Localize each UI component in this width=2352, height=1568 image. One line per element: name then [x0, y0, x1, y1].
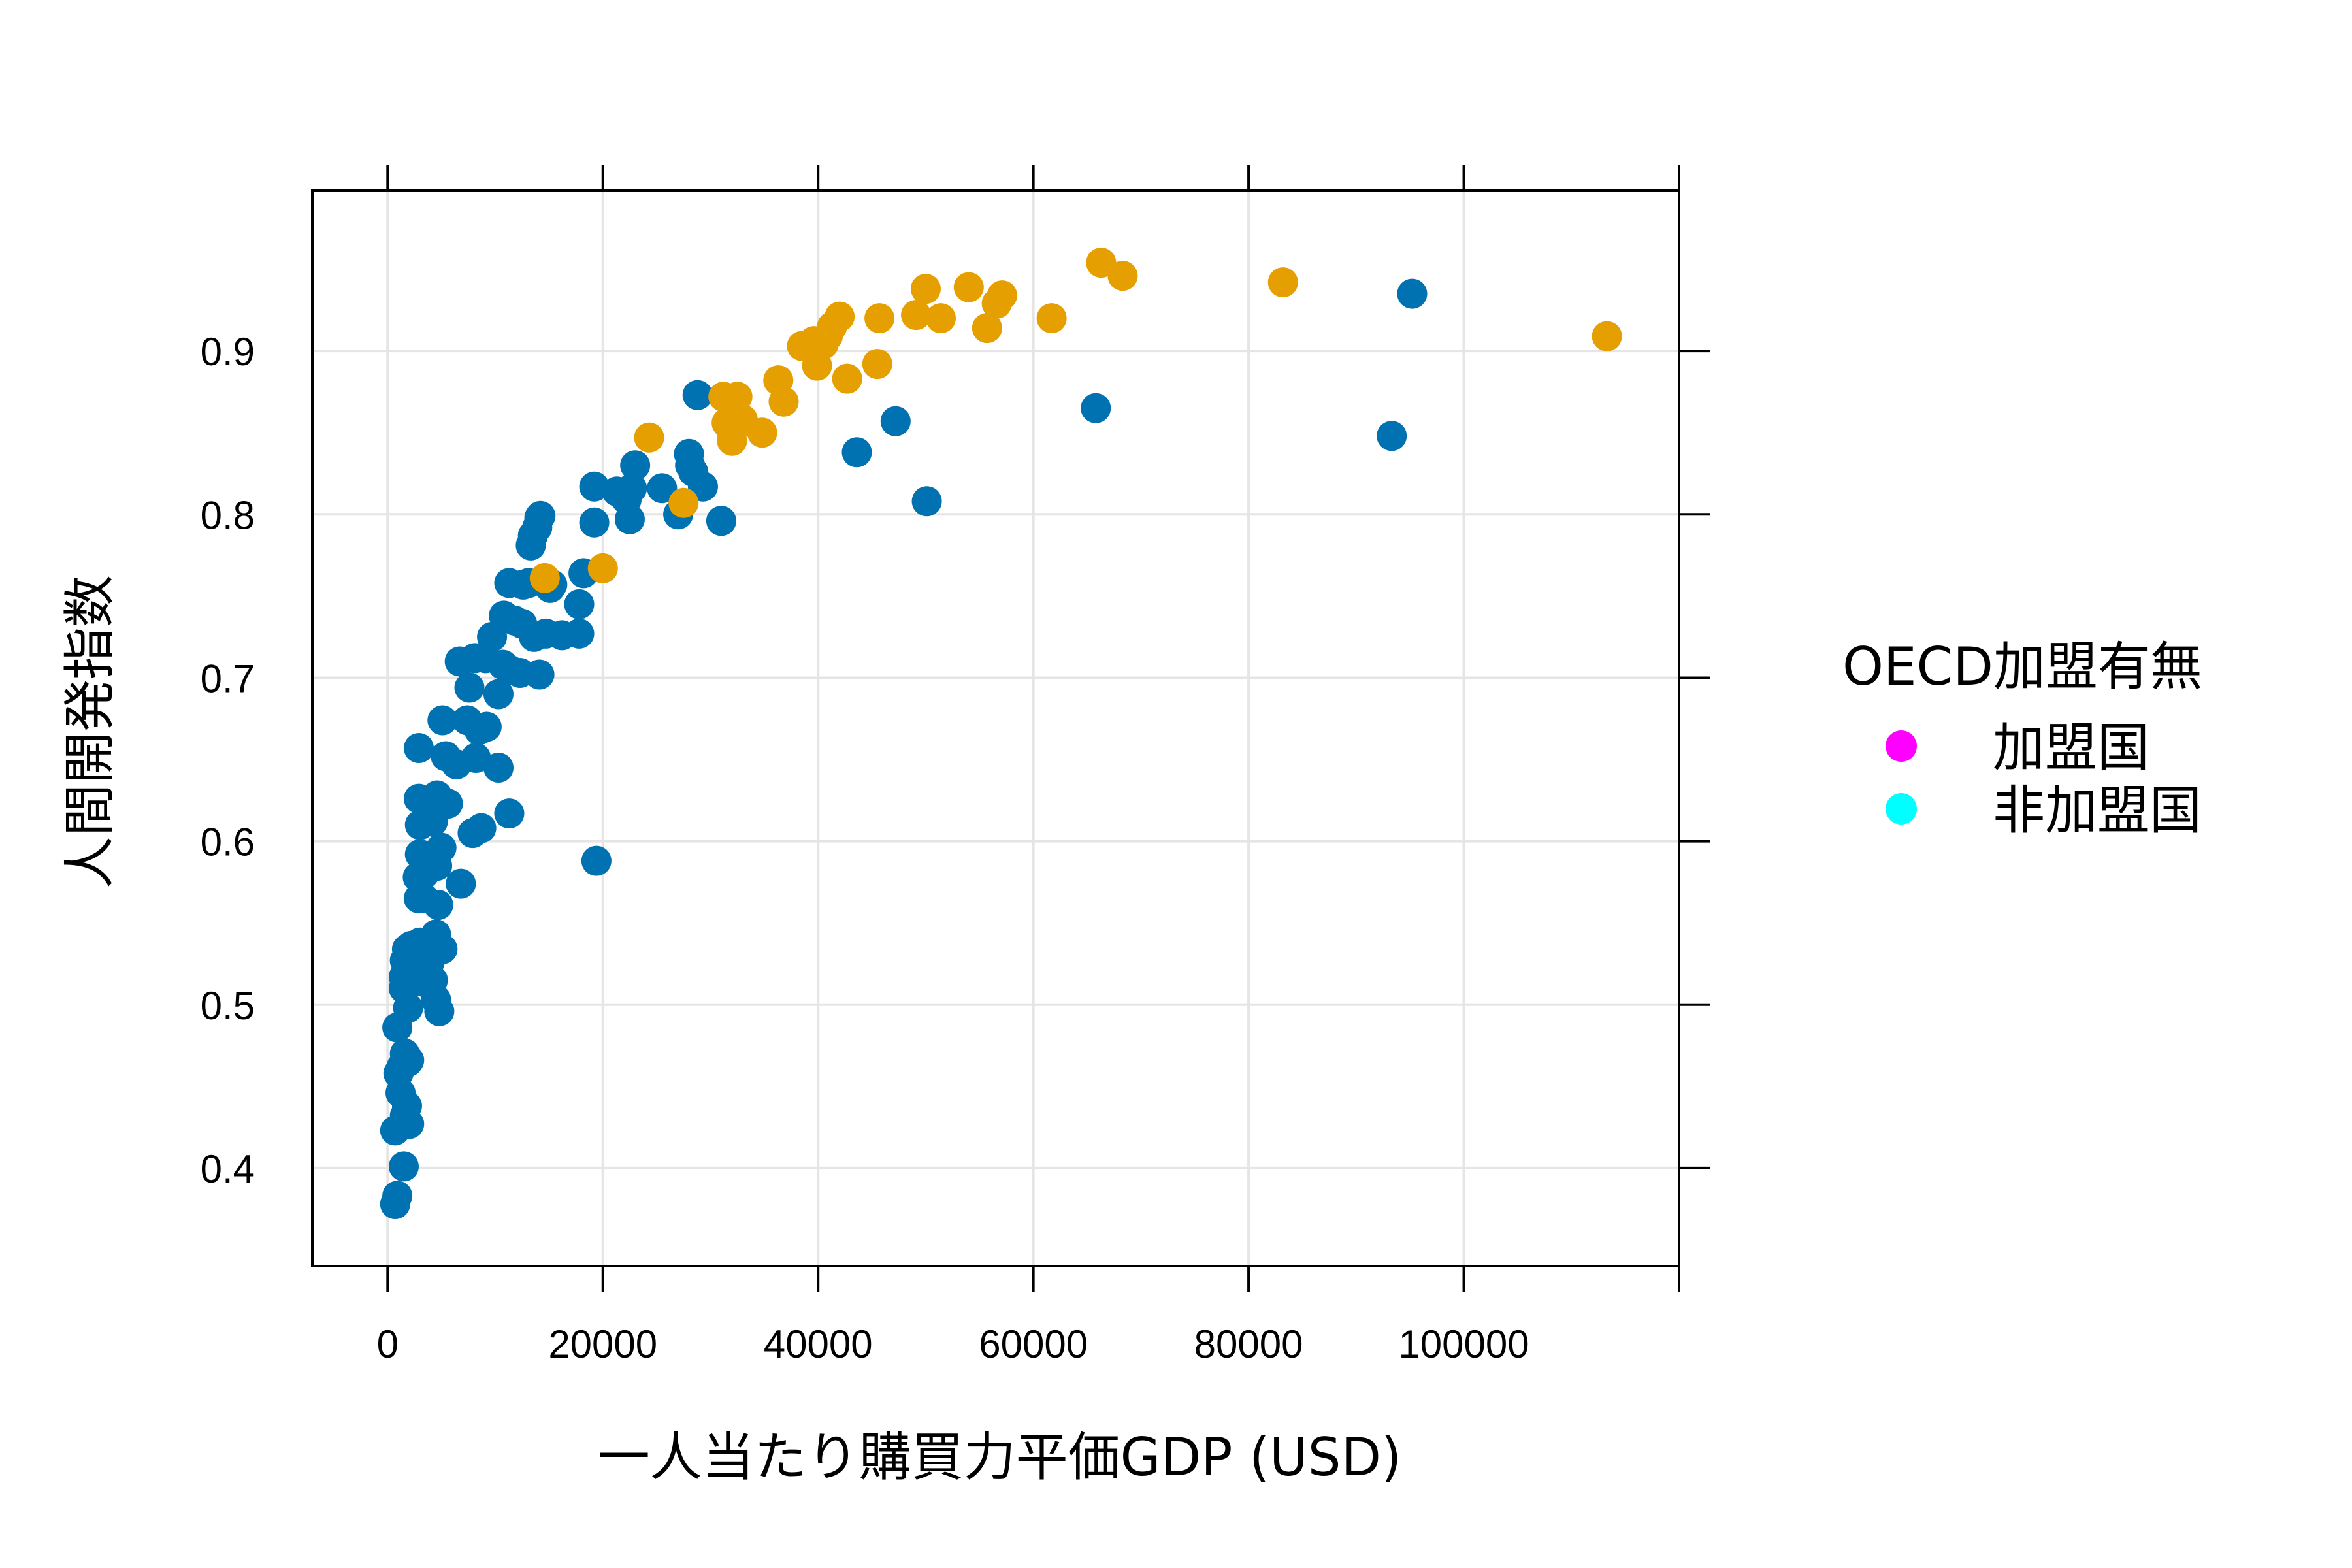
x-tick-label: 80000: [1194, 1322, 1303, 1366]
data-point: [427, 934, 458, 964]
data-point: [862, 349, 892, 380]
data-point: [564, 589, 595, 619]
data-point: [564, 618, 595, 649]
data-point: [446, 868, 476, 899]
tick-labels: 0 20000 40000 60000 80000 100000 0.4 0.5 0.6 0.7 0…: [201, 330, 1529, 1366]
data-point: [404, 883, 434, 914]
data-point: [668, 487, 699, 518]
data-point: [1107, 261, 1138, 291]
plot-frame: [311, 189, 1680, 1267]
data-point: [524, 659, 555, 690]
data-point: [421, 985, 451, 1015]
x-tick-label: 60000: [979, 1322, 1088, 1366]
data-points: [380, 248, 1622, 1219]
data-point: [525, 500, 556, 531]
legend-marker-nonmember: [1886, 793, 1917, 825]
data-point: [841, 437, 872, 468]
data-point: [404, 783, 434, 814]
data-point: [617, 473, 647, 504]
y-tick-label: 0.5: [201, 984, 255, 1028]
data-point: [1592, 321, 1622, 351]
data-point: [647, 473, 678, 504]
data-point: [925, 303, 956, 334]
data-point: [382, 1181, 413, 1211]
y-axis-title: 人間開発指数: [59, 575, 120, 889]
data-point: [393, 1047, 423, 1077]
data-point: [620, 450, 651, 481]
data-point: [1036, 303, 1067, 334]
data-point: [433, 789, 463, 819]
data-point: [466, 813, 497, 843]
data-point: [461, 743, 491, 774]
x-tick-label: 0: [377, 1322, 399, 1366]
legend-label-member: 加盟国: [1993, 717, 2149, 778]
data-point: [483, 753, 514, 783]
legend-title: OECD加盟有無: [1842, 636, 2202, 697]
y-tick-label: 0.8: [201, 493, 255, 537]
data-point: [864, 303, 895, 334]
data-point: [587, 553, 618, 583]
x-tick-label: 40000: [764, 1322, 873, 1366]
data-point: [404, 733, 434, 764]
data-point: [706, 506, 736, 536]
x-tick-label: 100000: [1398, 1322, 1529, 1366]
data-point: [471, 711, 502, 742]
data-point: [747, 417, 777, 448]
data-point: [682, 380, 713, 410]
legend-marker-member: [1886, 730, 1917, 762]
data-point: [722, 382, 753, 412]
y-tick-label: 0.9: [201, 330, 255, 374]
legend-label-nonmember: 非加盟国: [1993, 780, 2202, 841]
data-point: [825, 301, 855, 332]
data-point: [910, 274, 941, 304]
legend: OECD加盟有無 加盟国 非加盟国: [1842, 636, 2202, 841]
data-point: [1081, 393, 1111, 423]
data-point: [581, 845, 612, 876]
data-point: [987, 280, 1017, 311]
data-point: [768, 386, 799, 417]
data-point: [404, 839, 435, 870]
data-point: [494, 798, 525, 829]
tick-marks: [386, 165, 1710, 1292]
data-point: [972, 313, 1002, 344]
data-point: [1086, 248, 1117, 278]
data-point: [1397, 278, 1428, 309]
data-point: [483, 679, 514, 710]
y-tick-label: 0.6: [201, 821, 255, 864]
y-tick-label: 0.4: [201, 1147, 255, 1191]
data-point: [427, 705, 458, 736]
data-point: [674, 438, 704, 469]
data-point: [1377, 421, 1407, 451]
x-tick-label: 20000: [548, 1322, 657, 1366]
data-point: [394, 1109, 425, 1139]
data-point: [454, 672, 485, 703]
data-point: [579, 471, 610, 502]
data-point: [389, 1151, 419, 1182]
data-point: [832, 363, 862, 394]
data-point: [953, 272, 984, 302]
y-tick-label: 0.7: [201, 657, 255, 700]
data-point: [911, 486, 942, 517]
data-point: [529, 563, 560, 593]
data-point: [634, 422, 664, 453]
data-point: [1267, 267, 1298, 298]
data-point: [880, 406, 911, 436]
x-axis-title: 一人当たり購買力平価GDP (USD): [598, 1427, 1402, 1488]
data-point: [579, 507, 610, 538]
data-point: [901, 300, 932, 331]
